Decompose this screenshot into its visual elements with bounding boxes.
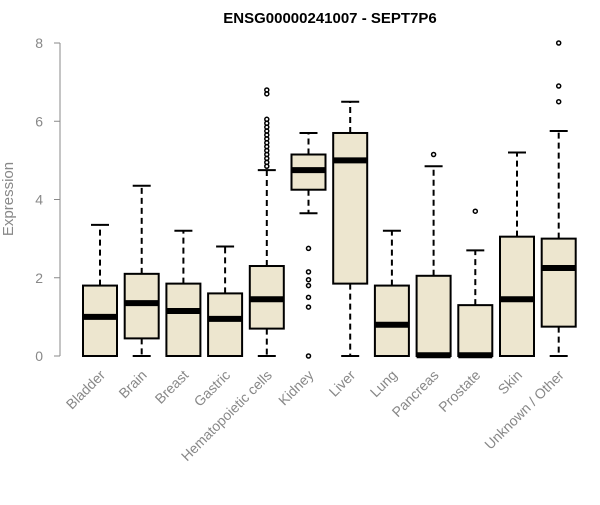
box-iqr [82,284,118,358]
x-tick-label: Prostate [435,367,483,415]
outlier-point [305,294,312,301]
x-tick-label: Unknown / Other [481,367,567,453]
y-axis: 0 2 4 6 8 [35,35,61,364]
boxes-group [82,40,577,359]
box-iqr [332,131,369,285]
x-tick-label: Kidney [275,367,317,409]
box-group [290,131,327,359]
chart-title: ENSG00000241007 - SEPT7P6 [223,10,436,27]
y-tick-label: 8 [35,35,43,51]
box-iqr [207,292,244,357]
box-group [207,245,244,357]
x-tick-label: Bladder [63,367,109,413]
outlier-point [305,245,312,252]
x-tick-label: Lung [367,367,400,400]
y-axis-label: Expression [0,162,17,236]
box-group [499,151,535,357]
outlier-point [305,304,312,310]
box-iqr [373,284,410,358]
outlier-point [305,269,312,275]
outlier-point [555,98,562,105]
box-group [332,100,369,357]
box-group [123,184,160,357]
y-tick-label: 0 [35,348,43,364]
box-iqr [415,274,452,358]
outlier-point [472,208,479,214]
outlier-point [430,151,437,158]
box-iqr [540,237,577,328]
box-group [165,229,202,357]
outlier-point [555,40,562,46]
box-group [415,151,452,359]
outlier-point [305,282,312,289]
box-group [457,208,494,359]
x-tick-label: Liver [326,367,359,400]
outlier-point [264,87,270,93]
box-iqr [457,304,494,358]
box-iqr [165,282,202,357]
y-tick-label: 2 [35,270,43,286]
outlier-point [264,116,270,123]
x-tick-label: Breast [152,367,192,407]
box-group [540,40,577,357]
x-tick-label: Brain [115,367,149,401]
y-tick-label: 4 [35,192,43,208]
y-tick-label: 6 [35,113,43,129]
outlier-point [555,83,562,89]
x-tick-label: Skin [495,367,526,398]
outlier-point [305,353,312,359]
box-group [248,87,285,357]
box-group [82,223,118,358]
box-group [373,229,410,358]
outlier-point [305,276,312,283]
